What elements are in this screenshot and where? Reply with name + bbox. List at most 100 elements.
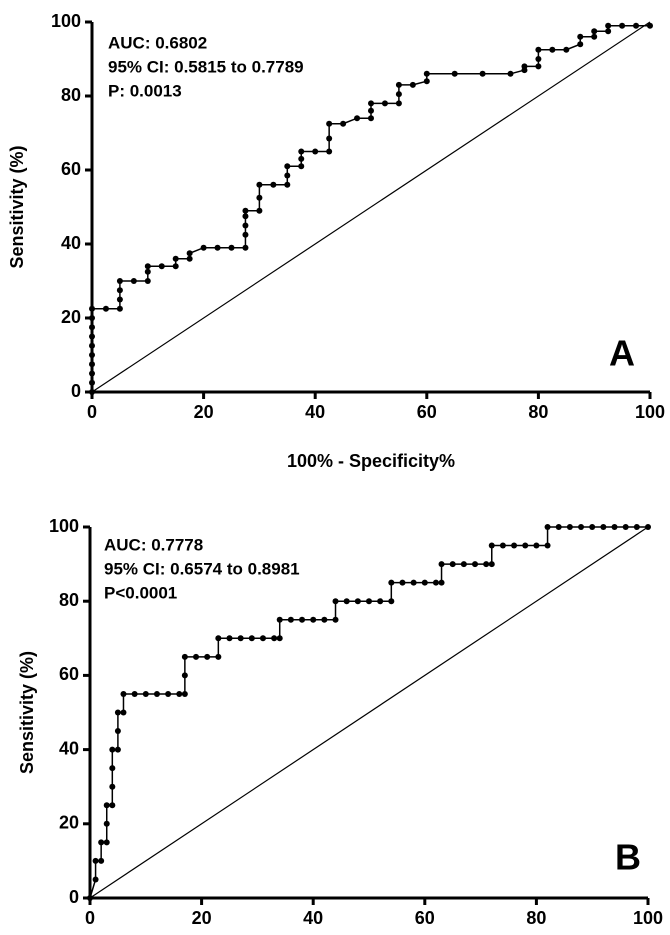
y-axis-label: Sensitivity (%) [17, 651, 37, 774]
roc-point [153, 690, 160, 697]
roc-point [103, 839, 110, 846]
roc-point [577, 33, 584, 40]
y-tick-label: 80 [59, 590, 79, 610]
roc-point [544, 524, 551, 530]
y-tick-label: 60 [61, 159, 81, 179]
roc-point [276, 616, 283, 623]
roc-point [89, 370, 95, 377]
x-tick-label: 20 [194, 402, 214, 422]
roc-point [215, 635, 222, 642]
roc-point [354, 598, 361, 605]
x-tick-label: 60 [417, 402, 437, 422]
roc-point [109, 746, 116, 753]
roc-point [340, 120, 347, 127]
roc-point [332, 598, 339, 605]
roc-point [395, 100, 402, 107]
roc-point [535, 63, 542, 70]
roc-point [645, 524, 651, 530]
roc-point [622, 524, 629, 530]
annotation: 95% CI: 0.5815 to 0.7789 [108, 57, 304, 76]
roc-point [605, 28, 612, 35]
roc-point [98, 839, 105, 846]
roc-point [89, 389, 95, 395]
roc-point [438, 561, 445, 568]
roc-point [116, 296, 123, 303]
roc-point [368, 100, 374, 107]
roc-point [92, 876, 99, 883]
roc-point [326, 135, 333, 142]
roc-point [605, 22, 612, 29]
x-tick-label: 80 [528, 402, 548, 422]
roc-point [460, 561, 467, 568]
roc-point [256, 207, 263, 214]
roc-point [256, 194, 263, 201]
x-tick-label: 100 [633, 908, 663, 928]
roc-point [544, 542, 551, 549]
y-tick-label: 80 [61, 85, 81, 105]
roc-point [228, 244, 235, 251]
roc-point [172, 263, 179, 270]
roc-point [449, 561, 456, 568]
roc-point [87, 895, 93, 901]
roc-point [242, 244, 249, 251]
roc-point [354, 115, 361, 122]
roc-point [200, 244, 207, 251]
roc-point [368, 115, 374, 122]
roc-point [237, 635, 244, 642]
roc-point [109, 765, 116, 772]
roc-point [535, 46, 542, 53]
roc-point [186, 250, 193, 257]
roc-point [114, 709, 121, 716]
roc-point [92, 857, 99, 864]
roc-point [326, 120, 333, 127]
roc-point [633, 22, 640, 29]
roc-point [409, 81, 416, 88]
roc-point [483, 561, 490, 568]
roc-point [215, 653, 222, 660]
roc-point [619, 22, 626, 29]
roc-point [114, 746, 121, 753]
y-axis-label: Sensitivity (%) [7, 145, 27, 268]
roc-point [98, 857, 105, 864]
roc-point [366, 598, 372, 605]
roc-point [287, 616, 294, 623]
roc-point [368, 107, 374, 114]
x-tick-label: 60 [415, 908, 435, 928]
roc-point [89, 315, 95, 321]
roc-point [284, 163, 291, 170]
y-tick-label: 20 [61, 307, 81, 327]
annotation: 95% CI: 0.6574 to 0.8981 [104, 559, 300, 578]
roc-point [144, 268, 151, 275]
roc-point [226, 635, 233, 642]
roc-point [549, 46, 556, 53]
roc-point [421, 579, 428, 586]
roc-point [144, 263, 151, 270]
roc-point [193, 653, 200, 660]
roc-point [298, 163, 305, 170]
roc-point [144, 278, 151, 284]
roc-point [130, 278, 137, 284]
y-tick-label: 100 [49, 516, 79, 536]
x-tick-label: 80 [526, 908, 546, 928]
roc-point [89, 333, 95, 340]
roc-point [321, 616, 328, 623]
roc-point [181, 690, 188, 697]
roc-point [578, 524, 585, 530]
roc-point [116, 305, 123, 312]
roc-point [120, 690, 127, 697]
panel-label: B [615, 837, 641, 878]
roc-point [511, 542, 518, 549]
y-tick-label: 100 [51, 11, 81, 31]
roc-point [181, 653, 188, 660]
roc-point [533, 542, 540, 549]
roc-point [381, 100, 388, 107]
roc-point [298, 155, 305, 162]
roc-point [276, 635, 283, 642]
x-tick-label: 40 [303, 908, 323, 928]
roc-point [89, 305, 95, 312]
roc-point [488, 561, 495, 568]
roc-point [256, 181, 263, 188]
roc-point [451, 70, 458, 77]
roc-point [186, 255, 193, 262]
roc-point [399, 579, 406, 586]
